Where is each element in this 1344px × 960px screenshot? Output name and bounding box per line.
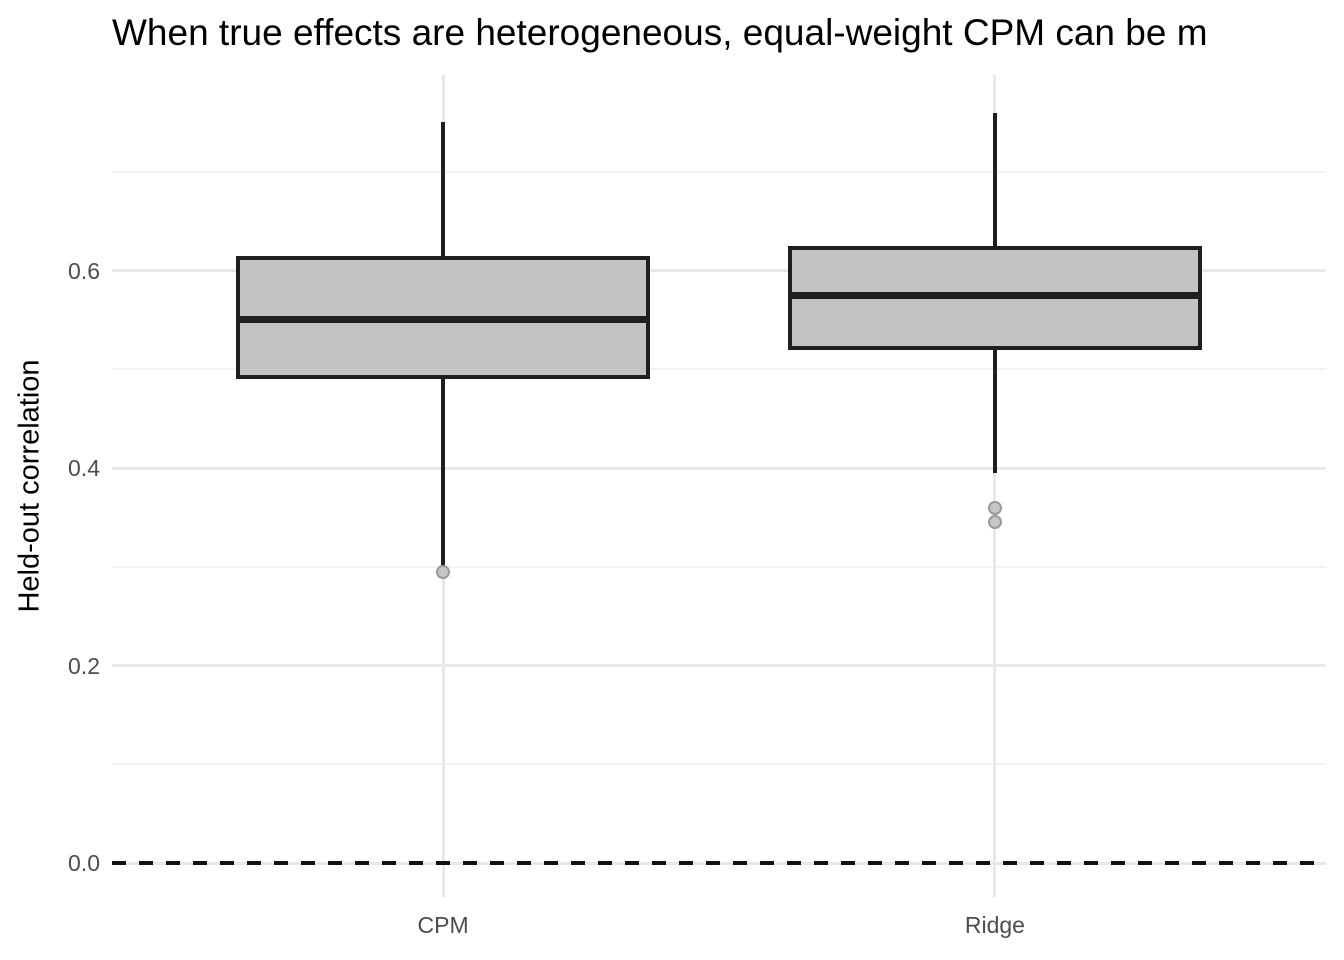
minor-gridline <box>112 763 1326 766</box>
median-cpm <box>236 316 651 324</box>
major-gridline <box>112 664 1326 668</box>
minor-gridline <box>112 170 1326 173</box>
x-tick-label-ridge: Ridge <box>964 912 1025 938</box>
y-axis-title: Held-out correlation <box>13 359 46 613</box>
minor-gridline <box>112 368 1326 371</box>
chart-title: When true effects are heterogeneous, equ… <box>112 12 1208 53</box>
outlier-point <box>436 564 451 579</box>
y-tick-label: 0.0 <box>68 850 100 877</box>
outlier-point <box>987 515 1002 530</box>
outlier-point <box>987 500 1002 515</box>
y-tick-label: 0.6 <box>68 257 100 284</box>
minor-gridline <box>112 565 1326 568</box>
category-gridline-ridge <box>993 75 997 897</box>
median-ridge <box>787 291 1202 299</box>
x-tick-label-cpm: CPM <box>417 912 469 938</box>
y-tick-label: 0.4 <box>68 455 100 482</box>
zero-reference-line <box>112 861 1326 866</box>
y-tick-label: 0.2 <box>68 652 100 679</box>
major-gridline <box>112 466 1326 470</box>
major-gridline <box>112 269 1326 273</box>
